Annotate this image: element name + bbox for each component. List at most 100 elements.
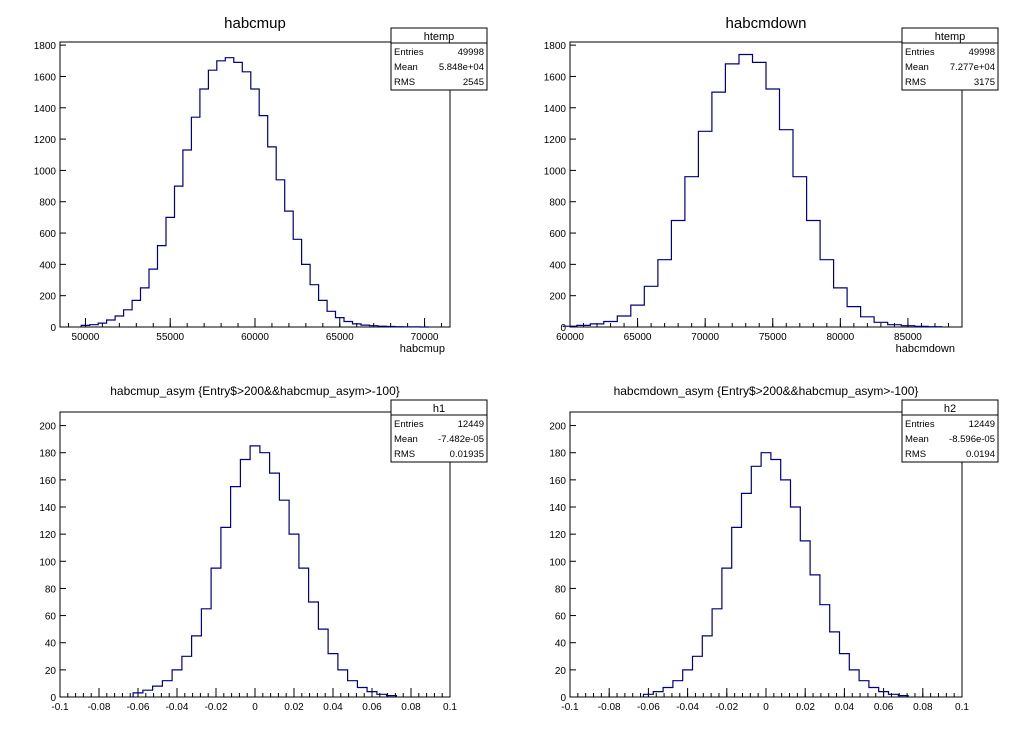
x-tick-label: 50000 [72,332,100,343]
x-tick-label: 0 [763,702,769,713]
y-tick-label: 100 [549,557,566,568]
y-tick-label: 120 [39,530,56,541]
x-tick-label: -0.1 [51,702,69,713]
stats-box-frame [390,27,488,91]
stats-value: 12449 [969,419,995,430]
x-tick-label: 80000 [826,332,854,343]
x-tick-label: -0.02 [205,702,228,713]
stats-label: Entries [905,419,935,430]
histogram-panel-2: habcmdown 0 200 400 600 800 1000 1200 1400 1600 18… [544,15,999,355]
y-tick-label: 60 [45,612,57,623]
y-tick-label: 600 [549,229,566,240]
y-tick-label: 20 [45,666,57,677]
stats-box-frame [901,27,999,91]
x-tick-label: 0.06 [874,702,894,713]
y-tick-label: 800 [39,198,56,209]
y-tick-label: 120 [549,530,566,541]
stats-label: Entries [394,419,424,430]
x-tick-label: 0.02 [284,702,304,713]
histogram-panel-4: habcmdown_asym {Entry$>200&&habcmup_asym… [549,384,999,713]
y-tick-label: 200 [549,292,566,303]
y-tick-label: 1200 [544,135,567,146]
stats-label: RMS [394,77,415,88]
stats-box-frame [901,399,999,463]
stats-box-name: h2 [944,403,956,415]
stats-value: 2545 [463,77,484,88]
y-tick-label: 80 [45,584,57,595]
stats-label: Entries [394,47,424,58]
x-tick-label: -0.04 [166,702,189,713]
y-tick-label: 400 [39,260,56,271]
y-tick-label: 1600 [34,72,57,83]
chart-title: habcmdown_asym {Entry$>200&&habcmup_asym… [614,384,919,398]
y-tick-label: 0 [560,693,566,704]
stats-box-name: htemp [424,31,455,43]
stats-value: 49998 [458,47,484,58]
y-tick-label: 180 [39,449,56,460]
histogram-series-1 [562,53,943,328]
y-tick-label: 100 [39,557,56,568]
y-tick-label: 160 [39,476,56,487]
stats-box-name: htemp [935,31,966,43]
y-tick-label: 80 [555,584,567,595]
y-tick-label: 140 [39,503,56,514]
stats-value: 49998 [969,47,995,58]
y-tick-label: 40 [555,639,567,650]
x-tick-label: -0.1 [561,702,579,713]
x-tick-label: 0.02 [795,702,815,713]
stats-box: h2 Entries 12449 Mean -8.596e-05 RMS 0.0194 [901,399,999,463]
x-tick-label: 0.1 [955,702,969,713]
x-tick-label: 65000 [624,332,652,343]
x-tick-label: -0.08 [598,702,621,713]
x-tick-label: 85000 [894,332,922,343]
stats-box-frame [390,399,488,463]
x-tick-label: 55000 [156,332,184,343]
y-tick-label: 1400 [544,104,567,115]
x-tick-label: 70000 [411,332,439,343]
y-tick-label: 1000 [34,166,57,177]
stats-box-name: h1 [433,403,445,415]
histogram-series-1 [642,452,909,697]
x-axis-label: habcmup [400,343,445,355]
x-tick-label: -0.02 [715,702,738,713]
y-tick-label: 1600 [544,72,567,83]
stats-box: h1 Entries 12449 Mean -7.482e-05 RMS 0.01935 [390,399,488,463]
stats-label: Mean [394,62,418,73]
y-tick-label: 160 [549,476,566,487]
y-tick-label: 1000 [544,166,567,177]
x-axis-label: habcmdown [896,343,955,355]
stats-label: Mean [905,62,929,73]
x-tick-label: 0.1 [443,702,457,713]
x-tick-label: 0.04 [835,702,855,713]
y-tick-label: 200 [39,422,56,433]
y-tick-label: 1200 [34,135,57,146]
y-tick-label: 200 [549,422,566,433]
plot-frame [569,41,963,328]
stats-value: 7.277e+04 [950,62,995,73]
y-tick-label: 1800 [544,41,567,52]
stats-value: 5.848e+04 [439,62,484,73]
y-tick-label: 60 [555,612,567,623]
y-tick-label: 1400 [34,104,57,115]
histogram-panel-1: habcmup 0 200 400 600 800 1000 1200 1400 1600 1800… [34,15,488,355]
stats-value: 3175 [974,77,995,88]
x-tick-label: 70000 [691,332,719,343]
y-tick-label: 0 [50,693,56,704]
x-tick-label: -0.06 [127,702,150,713]
stats-label: RMS [905,449,926,460]
y-tick-label: 800 [549,198,566,209]
stats-value: 12449 [458,419,484,430]
x-tick-label: -0.04 [676,702,699,713]
x-tick-label: 75000 [759,332,787,343]
chart-title: habcmup_asym {Entry$>200&&habcmup_asym>-… [110,384,400,398]
chart-title: habcmup [224,15,286,32]
stats-value: -8.596e-05 [949,434,995,445]
histogram-series-1 [132,445,397,697]
y-tick-label: 0 [50,323,56,334]
stats-value: -7.482e-05 [438,434,484,445]
x-tick-label: 60000 [556,332,584,343]
stats-label: RMS [394,449,415,460]
